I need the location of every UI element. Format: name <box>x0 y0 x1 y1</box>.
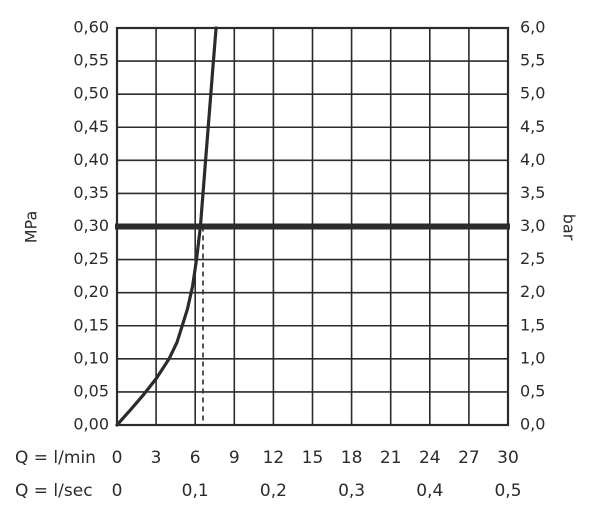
x-primary-tick-label: 12 <box>263 448 285 468</box>
y-right-tick-label: 1,5 <box>520 315 545 334</box>
flow-curve <box>115 26 218 427</box>
y-right-tick-label: 3,5 <box>520 183 545 202</box>
x-primary-tick-label: 18 <box>341 448 363 468</box>
frame-layer <box>115 26 510 427</box>
y-right-tick-label: 4,5 <box>520 117 545 136</box>
y-right-tick-label: 0,5 <box>520 381 545 400</box>
y-left-tick-label: 0,25 <box>73 249 109 268</box>
y-left-tick-label: 0,60 <box>73 18 109 37</box>
x-primary-tick-label: 30 <box>497 448 519 468</box>
reference-layer <box>115 223 510 425</box>
y-left-tick-label: 0,35 <box>73 183 109 202</box>
bottom-tick-labels: 0 3 6 9 12 15 18 21 24 27 30 0 0,1 0,2 0,3 0,4 0,5 <box>112 448 522 501</box>
y-right-tick-label: 4,0 <box>520 150 545 169</box>
y-left-tick-label: 0,05 <box>73 381 109 400</box>
y-right-tick-label: 2,5 <box>520 249 545 268</box>
plot-frame <box>115 26 510 427</box>
x-secondary-tick-label: 0,4 <box>416 481 443 501</box>
x-primary-tick-label: 9 <box>229 448 240 468</box>
left-tick-labels: 0,00 0,05 0,10 0,15 0,20 0,25 0,30 0,35 0,40 0,45… <box>73 18 109 434</box>
x-secondary-tick-label: 0,5 <box>494 481 521 501</box>
y-right-tick-label: 2,0 <box>520 282 545 301</box>
x-primary-tick-label: 15 <box>302 448 324 468</box>
y-left-tick-label: 0,45 <box>73 117 109 136</box>
y-left-tick-label: 0,00 <box>73 415 109 434</box>
x-primary-tick-label: 21 <box>380 448 402 468</box>
y-right-tick-label: 0,0 <box>520 415 545 434</box>
x-primary-tick-label: 0 <box>112 448 123 468</box>
curve-layer <box>115 26 218 427</box>
y-axis-left-label: MPa <box>22 211 41 244</box>
y-left-tick-label: 0,30 <box>73 216 109 235</box>
y-right-tick-label: 6,0 <box>520 18 545 37</box>
y-right-tick-label: 3,0 <box>520 216 545 235</box>
y-left-tick-label: 0,50 <box>73 84 109 103</box>
x-secondary-tick-label: 0 <box>112 481 123 501</box>
right-tick-labels: 0,0 0,5 1,0 1,5 2,0 2,5 3,0 3,5 4,0 4,5 5,0 5,5 6,0 <box>520 18 545 434</box>
y-left-tick-label: 0,20 <box>73 282 109 301</box>
y-left-tick-label: 0,10 <box>73 348 109 367</box>
x-axis-primary-label: Q = l/min <box>15 448 96 468</box>
y-left-tick-label: 0,15 <box>73 315 109 334</box>
x-primary-tick-label: 24 <box>419 448 441 468</box>
x-secondary-tick-label: 0,2 <box>260 481 287 501</box>
y-right-tick-label: 5,5 <box>520 51 545 70</box>
x-axis-secondary-label: Q = l/sec <box>15 481 93 501</box>
y-left-tick-label: 0,40 <box>73 150 109 169</box>
y-right-tick-label: 1,0 <box>520 348 545 367</box>
x-secondary-tick-label: 0,3 <box>338 481 365 501</box>
y-left-tick-label: 0,55 <box>73 51 109 70</box>
x-primary-tick-label: 6 <box>190 448 201 468</box>
y-axis-right-label: bar <box>560 214 579 241</box>
x-secondary-tick-label: 0,1 <box>182 481 209 501</box>
x-primary-tick-label: 27 <box>458 448 480 468</box>
x-primary-tick-label: 3 <box>151 448 162 468</box>
y-right-tick-label: 5,0 <box>520 84 545 103</box>
